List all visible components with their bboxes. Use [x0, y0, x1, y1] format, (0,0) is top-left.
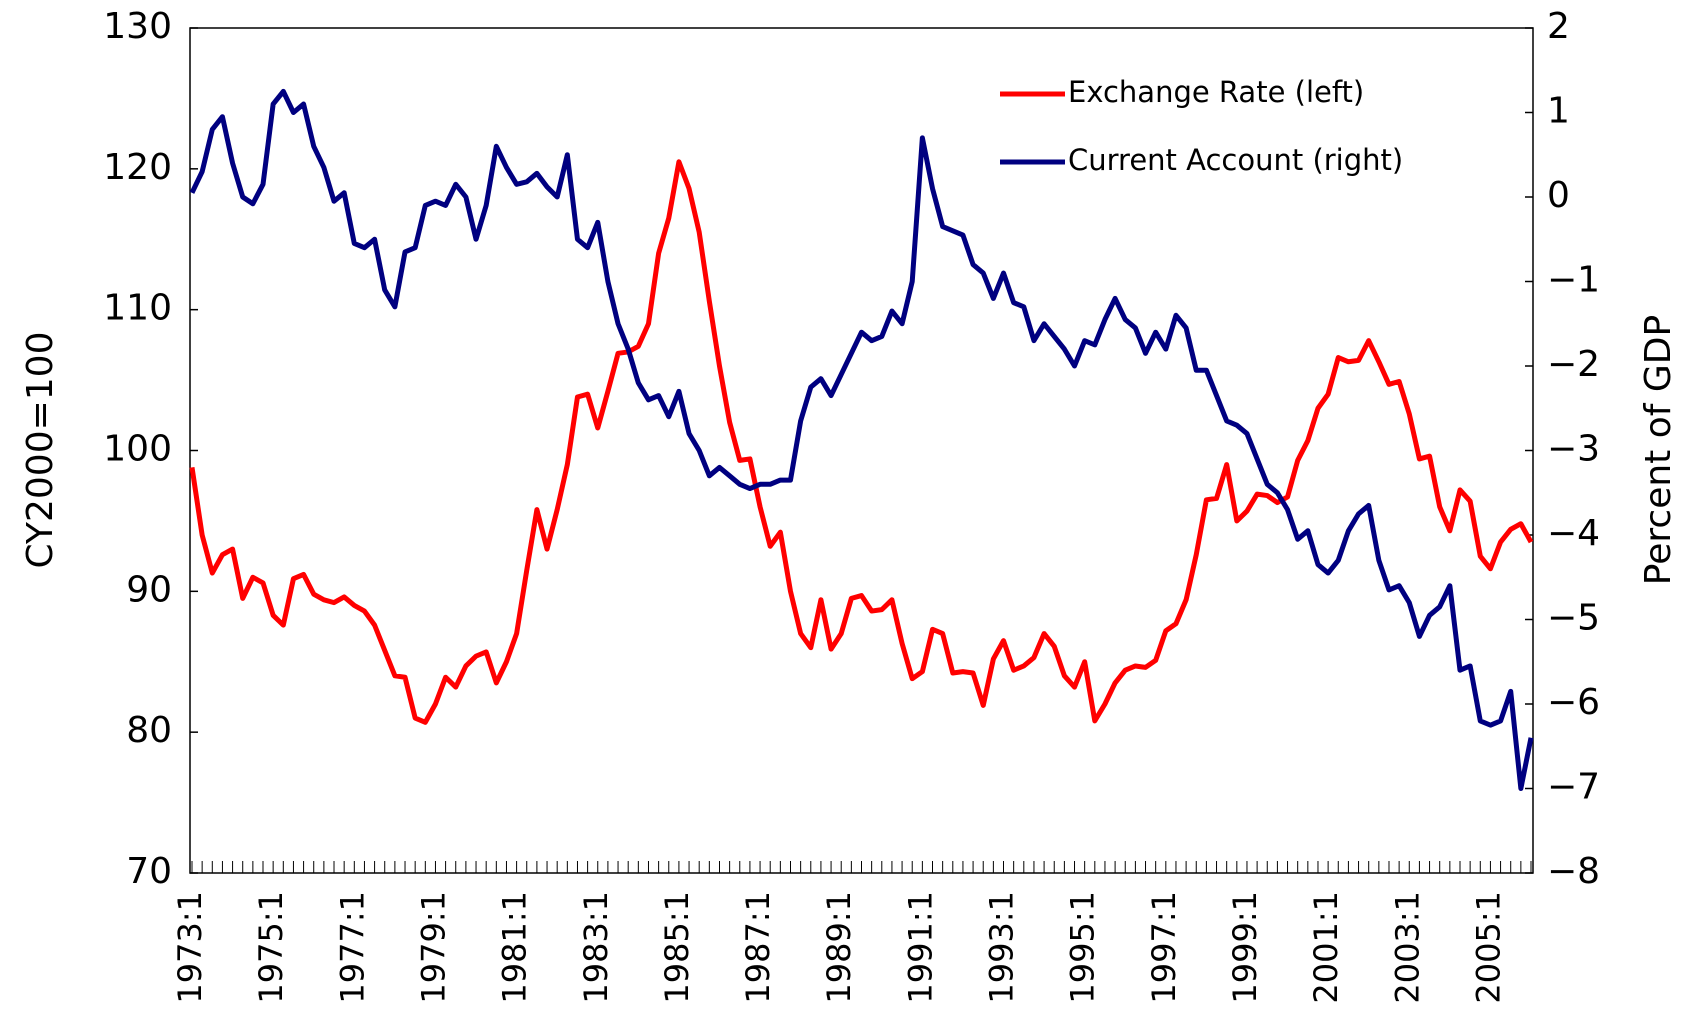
series-line	[189, 88, 1534, 791]
y2-tick-label: −2	[1547, 344, 1600, 385]
y-axis-label: CY2000=100	[20, 332, 61, 569]
legend: Exchange Rate (left) Current Account (rig…	[1000, 75, 1403, 177]
x-axis: 1973:1 1975:1 1977:1 1979:1 1981:1 1983:1 1985…	[171, 861, 1532, 1004]
y2-tick-label: −7	[1547, 767, 1600, 808]
x-tick-label: 1997:1	[1145, 891, 1183, 1004]
x-tick-label: 1989:1	[820, 891, 858, 1004]
y2-axis-label: Percent of GDP	[1638, 315, 1679, 585]
x-tick-label: 1987:1	[739, 891, 777, 1004]
y2-tick-label: −1	[1547, 260, 1600, 301]
x-tick-label: 1981:1	[496, 891, 534, 1004]
x-tick-label: 1999:1	[1226, 891, 1264, 1004]
y-tick-label: 130	[103, 6, 172, 47]
y-tick-label: 100	[103, 429, 172, 470]
series-line	[189, 159, 1534, 725]
y2-tick-label: 1	[1547, 91, 1570, 132]
y2-tick-label: −6	[1547, 682, 1600, 723]
x-tick-label: 1991:1	[901, 891, 939, 1004]
y-tick-label: 70	[126, 851, 172, 892]
y2-tick-label: 2	[1547, 6, 1570, 47]
x-tick-label: 2005:1	[1469, 891, 1507, 1004]
legend-label: Current Account (right)	[1068, 143, 1403, 177]
y-tick-label: 120	[103, 147, 172, 188]
y2-tick-label: 0	[1547, 175, 1570, 216]
x-tick-label: 1983:1	[577, 891, 615, 1004]
y-tick-label: 90	[126, 569, 172, 610]
y2-tick-label: −3	[1547, 429, 1600, 470]
x-tick-label: 1979:1	[414, 891, 452, 1004]
y2-tick-label: −4	[1547, 513, 1600, 554]
x-tick-label: 2001:1	[1307, 891, 1345, 1004]
x-tick-label: 1993:1	[983, 891, 1021, 1004]
y2-tick-label: −5	[1547, 598, 1600, 639]
y-tick-label: 80	[126, 710, 172, 751]
y2-tick-label: −8	[1547, 851, 1600, 892]
x-tick-label: 1973:1	[171, 891, 209, 1004]
x-tick-label: 1977:1	[333, 891, 371, 1004]
x-tick-label: 1995:1	[1064, 891, 1102, 1004]
x-tick-label: 1975:1	[252, 891, 290, 1004]
x-tick-label: 1985:1	[658, 891, 696, 1004]
x-tick-label: 2003:1	[1388, 891, 1426, 1004]
y-tick-label: 110	[103, 288, 172, 329]
legend-label: Exchange Rate (left)	[1068, 75, 1364, 109]
